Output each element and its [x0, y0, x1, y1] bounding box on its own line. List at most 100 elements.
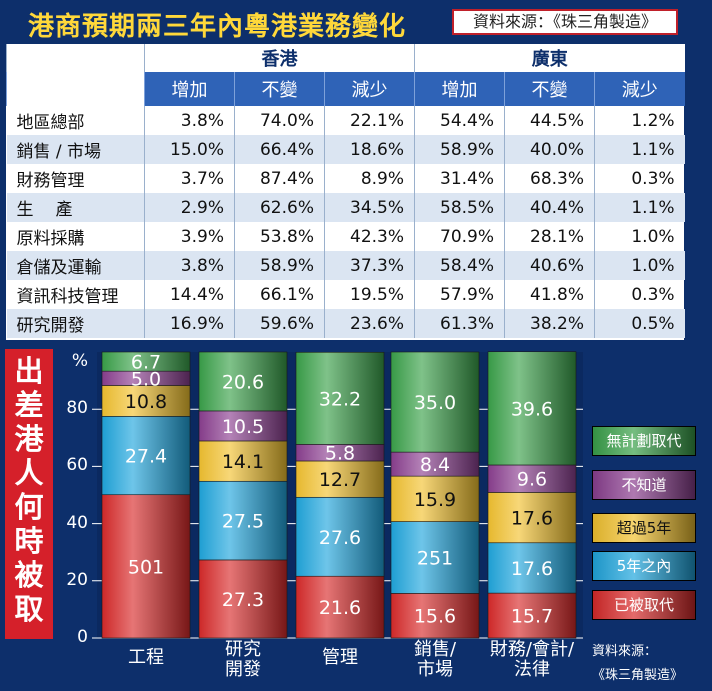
table-cell: 31.4% — [414, 164, 505, 193]
row-label: 生產 — [6, 193, 145, 222]
bar-segment — [487, 351, 577, 466]
data-label: 21.6 — [319, 597, 361, 619]
data-label: 20.6 — [222, 371, 264, 393]
chart-title-char: 時 — [14, 524, 44, 558]
table-row: 研究開發 16.9% 59.6% 23.6% 61.3% 38.2% 0.5% — [6, 309, 685, 338]
bar-segment — [101, 385, 191, 417]
legend-item: 不知道 — [592, 470, 696, 500]
chart-source-line2: 《珠三角製造》 — [592, 668, 684, 683]
row-label: 資訊科技管理 — [16, 287, 119, 307]
table-cell: 16.9% — [144, 309, 235, 338]
table-row: 銷售 / 市場 15.0% 66.4% 18.6% 58.9% 40.0% 1.1% — [6, 135, 685, 164]
legend-item: 5年之內 — [592, 551, 696, 581]
table-cell: 74.0% — [234, 106, 325, 135]
data-label: 251 — [417, 547, 453, 569]
chart-source-line1: 資料來源： — [592, 644, 658, 659]
column-header-row: 增加 不變 減少 增加 不變 減少 — [6, 72, 685, 106]
x-category-label: 財務/會計/法律 — [489, 639, 575, 680]
data-label: 14.1 — [222, 451, 264, 473]
source-badge: 資料來源：《珠三角製造》 — [452, 9, 678, 35]
y-tick-label: % — [71, 351, 88, 371]
bar-segment — [101, 351, 191, 372]
col-header: 增加 — [414, 72, 505, 106]
data-label: 5.8 — [325, 443, 355, 465]
table-cell: 58.5% — [414, 193, 505, 222]
table-cell: 38.2% — [504, 309, 595, 338]
data-label: 17.6 — [511, 508, 553, 530]
table-cell: 66.1% — [234, 280, 325, 309]
table-row: 財務管理 3.7% 87.4% 8.9% 31.4% 68.3% 0.3% — [7, 164, 685, 193]
table-cell: 62.6% — [234, 193, 325, 222]
table-cell: 42.3% — [323, 222, 415, 251]
chart-title: 出 差 港 人 何 時 被 取 — [5, 349, 53, 639]
chart-title-char: 差 — [14, 388, 44, 422]
table-cell: 1.2% — [594, 106, 685, 135]
table-cell: 3.9% — [144, 222, 235, 251]
data-label: 17.6 — [511, 558, 553, 580]
bar-segment — [295, 351, 385, 445]
table-cell: 23.6% — [323, 309, 415, 338]
chart-title-char: 出 — [14, 354, 44, 388]
data-label: 15.6 — [414, 606, 456, 628]
col-header: 不變 — [234, 72, 325, 106]
x-category-label: 研究 開發 — [225, 639, 261, 680]
table-cell: 3.8% — [144, 251, 235, 280]
table-cell: 18.6% — [323, 135, 415, 164]
bar-segment — [390, 351, 480, 453]
chart-title-char: 人 — [14, 456, 44, 490]
y-tick-label: 60 — [66, 455, 88, 476]
bar-segment — [487, 592, 577, 639]
data-label: 5.0 — [131, 368, 161, 390]
table-cell: 1.0% — [594, 222, 685, 251]
col-header: 減少 — [323, 72, 415, 106]
data-label: 12.7 — [319, 469, 361, 491]
bar-segment — [487, 464, 577, 493]
legend-item: 已被取代 — [592, 590, 696, 620]
y-tick-label: 0 — [77, 627, 88, 647]
table-cell: 41.8% — [504, 280, 595, 309]
data-label: 10.8 — [125, 391, 167, 413]
data-label: 27.3 — [222, 589, 264, 611]
table-cell: 0.3% — [594, 280, 685, 309]
bar-segment — [101, 494, 191, 639]
table-cell: 34.5% — [323, 193, 415, 222]
bar-segment — [390, 451, 480, 477]
data-label: 15.9 — [414, 489, 456, 511]
region-gd: 廣東 — [414, 44, 685, 72]
table-row: 地區總部 3.8% 74.0% 22.1% 54.4% 44.5% 1.2% — [7, 106, 685, 135]
table-cell: 40.6% — [504, 251, 595, 280]
table-cell: 1.1% — [594, 135, 685, 164]
data-label: 39.6 — [511, 398, 553, 420]
table-cell: 28.1% — [504, 222, 595, 251]
y-tick-label: 40 — [66, 512, 88, 533]
x-category-label: 工程 — [128, 647, 164, 668]
data-table: 香港 廣東 增加 不變 減少 增加 不變 減少 地區總部 3.8% 74.0% 22.… — [6, 44, 685, 340]
x-category-label: 銷售/市場 — [413, 639, 457, 680]
table-cell: 54.4% — [414, 106, 505, 135]
table-cell: 3.7% — [144, 164, 235, 193]
legend-item: 無計劃取代 — [592, 426, 696, 456]
table-cell: 58.9% — [414, 135, 505, 164]
table-cell: 59.6% — [234, 309, 325, 338]
table-cell: 19.5% — [323, 280, 415, 309]
data-label: 27.6 — [319, 527, 361, 549]
bar-segment — [198, 480, 288, 561]
table-row: 生產 2.9% 62.6% 34.5% 58.5% 40.4% 1.1% — [6, 193, 685, 222]
table-cell: 22.1% — [323, 106, 415, 135]
chart-title-char: 被 — [14, 558, 44, 592]
data-label: 6.7 — [131, 352, 161, 374]
data-label: 501 — [128, 556, 164, 578]
row-label: 原料採購 — [16, 229, 85, 249]
table-row: 資訊科技管理 14.4% 66.1% 19.5% 57.9% 41.8% 0.3% — [7, 280, 685, 309]
table-cell: 0.5% — [594, 309, 685, 338]
data-label: 27.4 — [125, 446, 167, 468]
table-cell: 15.0% — [144, 135, 235, 164]
table-cell: 8.9% — [323, 164, 415, 193]
table-cell: 68.3% — [504, 164, 595, 193]
chart-title-char: 何 — [14, 490, 44, 524]
table-cell: 70.9% — [414, 222, 505, 251]
bar-segment — [390, 521, 480, 594]
bar-segment — [198, 351, 288, 412]
legend-item: 超過5年 — [592, 513, 696, 543]
